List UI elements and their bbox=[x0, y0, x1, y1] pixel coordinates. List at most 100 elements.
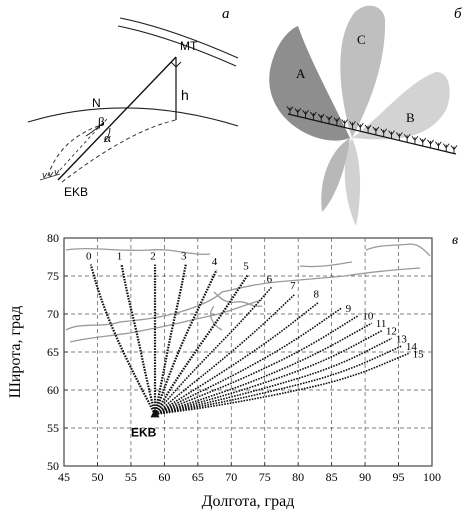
ray-label-2: 2 bbox=[150, 251, 156, 263]
angle-alpha-arc bbox=[103, 127, 111, 143]
lobe-back bbox=[321, 138, 350, 212]
label-mt: MT bbox=[180, 39, 198, 53]
outer-arc-upper bbox=[119, 17, 239, 59]
ray-label-9: 9 bbox=[346, 303, 352, 315]
x-tick-label: 65 bbox=[192, 470, 204, 484]
x-tick-label: 55 bbox=[125, 470, 137, 484]
antenna-element-icon bbox=[294, 108, 302, 117]
antenna-element-icon bbox=[341, 119, 349, 128]
ray-path-13 bbox=[154, 337, 393, 416]
antenna-element-icon bbox=[427, 139, 434, 148]
ray-path-3 bbox=[153, 264, 187, 415]
ekb-station-marker bbox=[150, 408, 160, 418]
ray-label-7: 7 bbox=[290, 280, 296, 292]
ray-paths bbox=[89, 264, 409, 416]
antenna-element-icon bbox=[372, 126, 380, 135]
lobe-b bbox=[352, 72, 450, 140]
antenna-element-icon bbox=[286, 106, 294, 115]
ray-label-12: 12 bbox=[386, 326, 397, 338]
angle-beta-arc bbox=[85, 121, 105, 137]
x-tick-label: 85 bbox=[326, 470, 338, 484]
x-tick-label: 80 bbox=[292, 470, 304, 484]
label-h: h bbox=[181, 87, 189, 103]
ray-path-4 bbox=[153, 269, 218, 415]
y-tick-label: 70 bbox=[47, 307, 59, 321]
x-tick-label: 90 bbox=[359, 470, 371, 484]
antenna-element-icon bbox=[419, 137, 427, 147]
ray-label-14: 14 bbox=[406, 341, 418, 353]
antenna-element-icon bbox=[302, 109, 309, 119]
label-beta: β bbox=[98, 114, 105, 129]
lobe-a bbox=[269, 26, 350, 141]
lobe-b-label: B bbox=[406, 110, 415, 125]
antenna-element-icon bbox=[325, 115, 333, 124]
label-ekb-a: EKB bbox=[64, 185, 88, 199]
coastline-outline bbox=[65, 243, 431, 343]
ray-label-0: 0 bbox=[86, 251, 92, 263]
ray-path-14 bbox=[154, 345, 403, 416]
dashed-arc-1 bbox=[47, 123, 105, 177]
ray-label-15: 15 bbox=[413, 349, 425, 361]
antenna-element-icon bbox=[442, 143, 450, 152]
panel-b-lobes: A C B б bbox=[269, 5, 462, 226]
ray-label-4: 4 bbox=[212, 256, 218, 268]
ray-path-1 bbox=[120, 264, 157, 415]
ekb-station-label: EKB bbox=[131, 425, 157, 439]
x-tick-label: 95 bbox=[393, 470, 405, 484]
x-tick-label: 75 bbox=[259, 470, 271, 484]
label-n: N bbox=[92, 96, 101, 110]
antenna-element-icon bbox=[395, 132, 403, 141]
ray-path-15 bbox=[154, 352, 409, 416]
antenna-element-icon bbox=[317, 113, 325, 122]
lobe-c bbox=[340, 5, 386, 138]
ray-label-3: 3 bbox=[181, 251, 187, 263]
ray-label-8: 8 bbox=[314, 289, 320, 301]
antenna-element-icon bbox=[388, 130, 395, 139]
y-tick-labels: 50 55 60 65 70 75 80 bbox=[47, 231, 68, 473]
antenna-element-icon bbox=[356, 122, 364, 132]
y-tick-label: 80 bbox=[47, 231, 59, 245]
y-tick-label: 50 bbox=[47, 459, 59, 473]
x-tick-label: 50 bbox=[91, 470, 103, 484]
y-tick-label: 65 bbox=[47, 345, 59, 359]
ray-path-8 bbox=[154, 301, 319, 415]
ray-path-11 bbox=[154, 322, 373, 416]
ray-path-7 bbox=[154, 293, 296, 415]
label-alpha: α bbox=[104, 130, 111, 145]
x-axis-title: Долгота, град bbox=[202, 493, 295, 510]
x-tick-label: 45 bbox=[58, 470, 70, 484]
antenna-array-line bbox=[287, 113, 457, 155]
antenna-element-icon bbox=[450, 145, 458, 154]
panel-c-letter: в bbox=[452, 233, 458, 248]
ray-label-11: 11 bbox=[376, 318, 387, 330]
ray-label-1: 1 bbox=[117, 251, 123, 263]
ray-ekb-mt bbox=[57, 56, 177, 181]
earth-surface-arc bbox=[27, 107, 239, 127]
ray-path-9 bbox=[154, 307, 343, 416]
ray-path-10 bbox=[154, 314, 359, 416]
antenna-element-icon bbox=[380, 128, 388, 137]
ray-path-0 bbox=[89, 264, 156, 415]
antenna-element-icon bbox=[310, 111, 317, 121]
x-tick-label: 70 bbox=[225, 470, 237, 484]
x-tick-label: 100 bbox=[423, 470, 441, 484]
antenna-element-icon bbox=[403, 134, 411, 143]
lobe-c-label: C bbox=[357, 32, 366, 47]
panel-a-letter: а bbox=[222, 6, 230, 22]
ray-label-13: 13 bbox=[396, 333, 408, 345]
y-tick-label: 75 bbox=[47, 269, 59, 283]
ray-path-5 bbox=[154, 273, 249, 415]
antenna-element-icon bbox=[364, 124, 372, 134]
panel-b-letter: б bbox=[454, 6, 462, 22]
antenna-element-icon bbox=[411, 135, 419, 145]
lobe-a-label: A bbox=[296, 66, 306, 81]
antenna-element-icon bbox=[435, 141, 442, 150]
antenna-array-elements bbox=[286, 106, 458, 154]
x-tick-label: 60 bbox=[158, 470, 170, 484]
antenna-ekb-icon bbox=[39, 169, 61, 181]
right-angle-marker bbox=[170, 61, 182, 68]
ray-path-6 bbox=[154, 286, 273, 415]
ray-label-5: 5 bbox=[243, 260, 249, 272]
